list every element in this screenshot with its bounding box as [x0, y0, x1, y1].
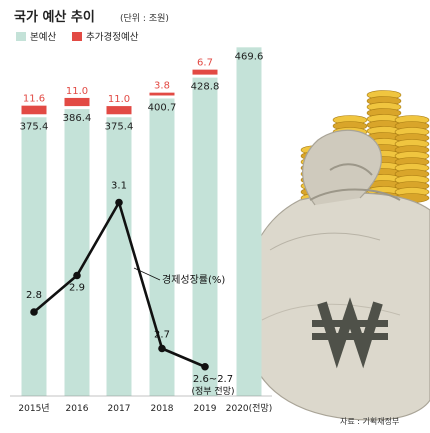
legend-swatch-main — [16, 32, 26, 41]
growth-callout-line — [133, 267, 161, 281]
main-budget-value-label: 400.7 — [148, 102, 177, 113]
growth-point — [115, 198, 123, 207]
growth-point — [30, 308, 38, 316]
supplementary-budget-bar — [64, 97, 90, 107]
growth-point — [201, 362, 209, 371]
x-tick-label: 2020(전망) — [226, 403, 273, 414]
money-bag-illustration — [242, 90, 430, 421]
unit-label: (단위 : 조원) — [120, 13, 169, 24]
supplementary-value-label: 3.8 — [154, 81, 170, 92]
legend-main-label: 본예산 — [30, 32, 56, 43]
growth-value-label: 3.1 — [111, 181, 127, 192]
supplementary-value-label: 11.6 — [23, 94, 45, 105]
x-axis-ticks: 2015년 2016 2017 2018 2019 2020(전망) — [18, 403, 272, 414]
won-sign-icon — [312, 297, 388, 369]
growth-line: 2.8 2.9 3.1 2.7 2.6~2.7(정부 전망) 경제성장률(%) — [26, 181, 234, 397]
source-label: 자료 : 기획재정부 — [340, 416, 399, 426]
main-budget-value-label: 386.4 — [63, 113, 92, 124]
growth-note-label: (정부 전망) — [191, 386, 234, 397]
x-tick-label: 2017 — [108, 404, 131, 414]
main-budget-value-label: 469.6 — [235, 51, 264, 62]
growth-point — [73, 271, 81, 280]
growth-value-label: 2.9 — [69, 283, 85, 294]
main-budget-bar — [64, 109, 90, 397]
supplementary-budget-bar — [192, 69, 218, 75]
legend-swatch-supplementary — [72, 32, 82, 41]
main-budget-value-label: 375.4 — [105, 121, 134, 132]
growth-value-label: 2.8 — [26, 290, 42, 301]
supplementary-budget-bar — [21, 105, 47, 115]
x-tick-label: 2015년 — [18, 403, 49, 414]
chart-title: 국가 예산 추이 — [14, 9, 95, 25]
main-budget-bar — [236, 47, 262, 397]
growth-series-label: 경제성장률(%) — [162, 273, 225, 286]
supplementary-value-label: 6.7 — [197, 58, 213, 69]
x-tick-label: 2016 — [66, 404, 89, 414]
growth-value-label: 2.6~2.7 — [193, 374, 233, 385]
x-tick-label: 2019 — [194, 404, 217, 414]
supplementary-budget-bar — [149, 92, 175, 96]
legend: 본예산 추가경정예산 — [16, 31, 139, 43]
supplementary-budget-bar — [106, 106, 132, 115]
growth-point — [158, 344, 166, 353]
growth-value-label: 2.7 — [154, 330, 170, 341]
main-budget-value-label: 428.8 — [191, 82, 220, 93]
main-budget-bar — [21, 117, 47, 396]
supplementary-value-label: 11.0 — [66, 86, 88, 97]
main-budget-bar — [192, 77, 218, 396]
main-budget-value-label: 375.4 — [20, 121, 49, 132]
supplementary-value-label: 11.0 — [108, 94, 130, 105]
bar-series: 375.4 11.6 386.4 11.0 375.4 11.0 400.7 3.8 428.8… — [20, 47, 264, 397]
x-tick-label: 2018 — [151, 404, 174, 414]
legend-supplementary-label: 추가경정예산 — [86, 31, 139, 43]
main-budget-bar — [106, 117, 132, 396]
